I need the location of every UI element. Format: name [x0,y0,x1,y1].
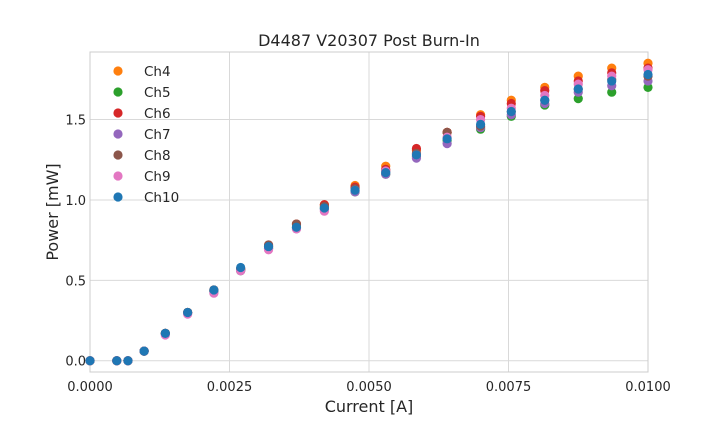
legend: Ch4 Ch5 Ch6 Ch7 Ch8 Ch9 Ch10 [113,64,179,206]
x-tick-label: 0.0075 [486,380,532,395]
x-tick-label: 0.0050 [346,380,392,395]
data-point [85,356,95,366]
legend-marker [113,66,123,76]
grid-lines [89,52,649,372]
y-axis-label: Power [mW] [43,163,62,260]
data-point [139,346,149,356]
legend-marker [113,87,123,97]
legend-label: Ch7 [144,127,171,143]
data-point [573,94,583,104]
data-point [160,328,170,339]
data-point [476,119,486,129]
data-point [236,262,246,273]
data-point [411,150,422,160]
data-point [263,241,274,252]
data-points [85,58,653,366]
y-tick-label: 0.0 [65,355,86,370]
series-ch10 [85,69,653,366]
data-point [607,76,617,86]
data-point [319,203,329,213]
plot-frame [89,51,649,373]
x-tick-label: 0.0025 [207,380,253,395]
y-tick-label: 1.5 [65,114,86,129]
y-tick-label: 0.5 [65,274,86,289]
legend-marker [113,150,123,160]
legend-marker [113,192,123,202]
legend-marker [113,129,123,139]
legend-label: Ch4 [144,64,171,80]
y-tick-label: 1.0 [65,194,86,209]
data-point [607,87,617,97]
chart-title: D4487 V20307 Post Burn-In [258,31,480,50]
legend-label: Ch9 [144,169,171,185]
data-point [643,82,653,92]
data-point [209,285,219,295]
data-point [573,84,583,94]
data-point [123,356,133,366]
legend-label: Ch8 [144,148,171,164]
x-tick-label: 0.0000 [67,380,113,395]
legend-marker [113,171,123,181]
data-point [540,95,550,105]
data-point [381,168,391,178]
data-point [183,307,193,318]
data-point [442,134,452,144]
tick-labels: 0.0000 0.0025 0.0050 0.0075 0.0100 0.0 0.5 1.0 1… [65,114,670,395]
x-axis-label: Current [A] [325,397,414,416]
data-point [350,185,360,195]
data-point [506,106,516,117]
data-point [291,222,302,232]
data-point [112,356,122,366]
legend-label: Ch6 [144,106,171,122]
legend-label: Ch10 [144,190,179,206]
legend-label: Ch5 [144,85,171,101]
data-point [643,69,653,80]
x-tick-label: 0.0100 [625,380,671,395]
legend-marker [113,108,123,118]
